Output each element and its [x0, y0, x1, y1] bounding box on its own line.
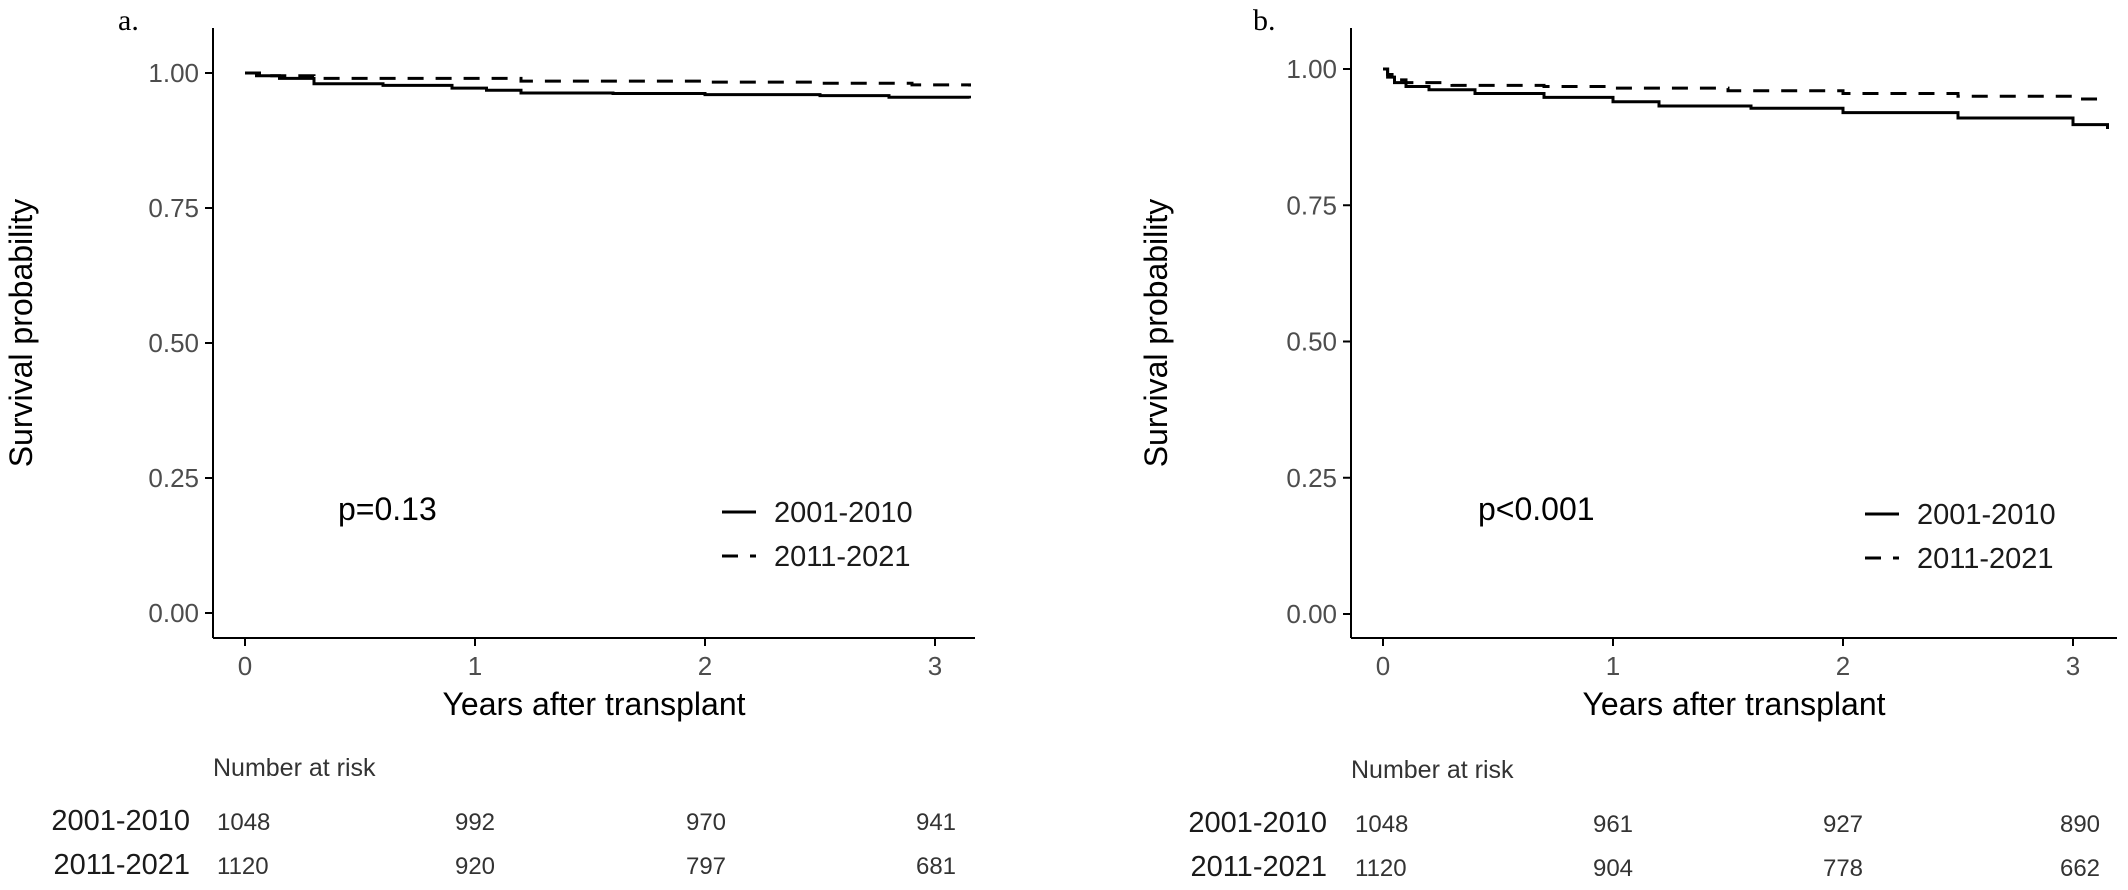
risk-count: 890 [2060, 811, 2100, 838]
x-tick-label: 2 [698, 651, 712, 681]
y-tick-label: 0.50 [1286, 327, 1337, 357]
risk-row-group: 2011-2021 [53, 849, 190, 881]
risk-count: 1120 [217, 853, 269, 880]
x-tick-label: 0 [1376, 651, 1390, 681]
risk-count: 927 [1823, 811, 1863, 838]
y-axis-title: Survival probability [1138, 199, 1174, 468]
x-tick-label: 0 [238, 651, 252, 681]
risk-table-title: Number at risk [213, 754, 376, 782]
x-axis-title: Years after transplant [443, 686, 746, 722]
y-tick-label: 1.00 [1286, 54, 1337, 84]
risk-count: 1120 [1355, 855, 1407, 882]
p-value-annotation: p=0.13 [338, 491, 437, 527]
panel-a: a. 0.00 0.25 0.50 0.75 1.00 0 1 2 3 Years after tr… [3, 4, 975, 881]
risk-count: 681 [916, 853, 956, 880]
risk-row-group: 2011-2021 [1190, 851, 1327, 883]
x-axis-title: Years after transplant [1583, 686, 1886, 722]
risk-count: 904 [1593, 855, 1633, 882]
y-axis-title: Survival probability [3, 199, 39, 468]
km-curve-2001-2010 [245, 71, 971, 99]
y-tick-label: 1.00 [148, 58, 199, 88]
legend-label: 2001-2010 [1917, 499, 2056, 531]
y-tick-label: 0.75 [1286, 190, 1337, 220]
legend-label: 2001-2010 [774, 497, 913, 529]
risk-row-group: 2001-2010 [51, 805, 190, 837]
risk-count: 1048 [1355, 811, 1408, 838]
km-curve-2011-2021 [245, 71, 971, 87]
x-tick-label: 3 [928, 651, 942, 681]
y-tick-label: 0.00 [1286, 599, 1337, 629]
risk-count: 920 [455, 853, 495, 880]
km-curve-2001-2010 [1383, 67, 2109, 129]
risk-count: 797 [686, 853, 726, 880]
panel-label: a. [118, 4, 139, 37]
y-tick-label: 0.50 [148, 328, 199, 358]
y-tick-label: 0.25 [1286, 463, 1337, 493]
km-curve-2011-2021 [1383, 67, 2109, 101]
risk-row-group: 2001-2010 [1188, 807, 1327, 839]
risk-count: 992 [455, 809, 495, 836]
risk-count: 961 [1593, 811, 1633, 838]
risk-count: 778 [1823, 855, 1863, 882]
risk-count: 941 [916, 809, 956, 836]
panel-label: b. [1253, 4, 1276, 37]
x-tick-label: 1 [468, 651, 482, 681]
legend-label: 2011-2021 [774, 541, 911, 573]
risk-table-title: Number at risk [1351, 756, 1514, 784]
y-tick-label: 0.00 [148, 598, 199, 628]
x-tick-label: 2 [1836, 651, 1850, 681]
p-value-annotation: p<0.001 [1478, 491, 1595, 527]
x-tick-label: 1 [1606, 651, 1620, 681]
y-tick-label: 0.75 [148, 193, 199, 223]
x-tick-label: 3 [2066, 651, 2080, 681]
panel-b: b. 0.00 0.25 0.50 0.75 1.00 0 1 2 3 Years after tr… [1138, 4, 2117, 883]
legend-label: 2011-2021 [1917, 543, 2054, 575]
risk-count: 662 [2060, 855, 2100, 882]
risk-count: 1048 [217, 809, 270, 836]
y-tick-label: 0.25 [148, 463, 199, 493]
risk-count: 970 [686, 809, 726, 836]
